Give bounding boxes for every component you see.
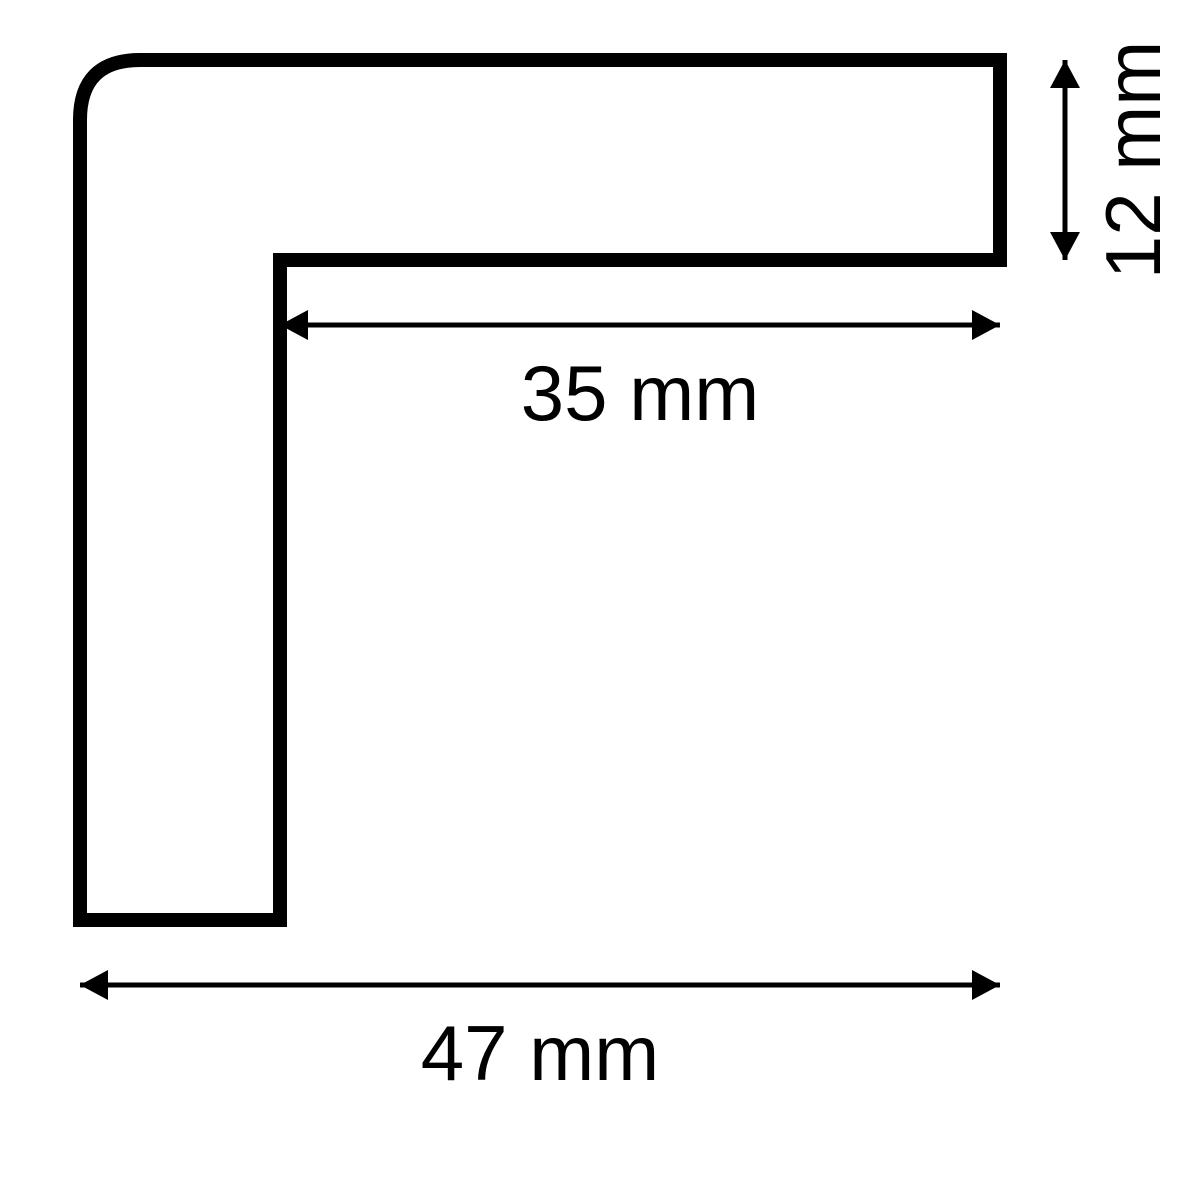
dim-outer-width: 47 mm [80,970,1000,1097]
dim-outer-width-label: 47 mm [421,1009,659,1097]
dim-thickness: 12 mm [1050,41,1177,279]
profile-outline [80,60,1000,920]
dim-inner-width-label: 35 mm [521,349,759,437]
dim-thickness-label: 12 mm [1089,41,1177,279]
dim-inner-width: 35 mm [280,310,1000,437]
cross-section-diagram: 35 mm 47 mm 12 mm [0,0,1200,1200]
